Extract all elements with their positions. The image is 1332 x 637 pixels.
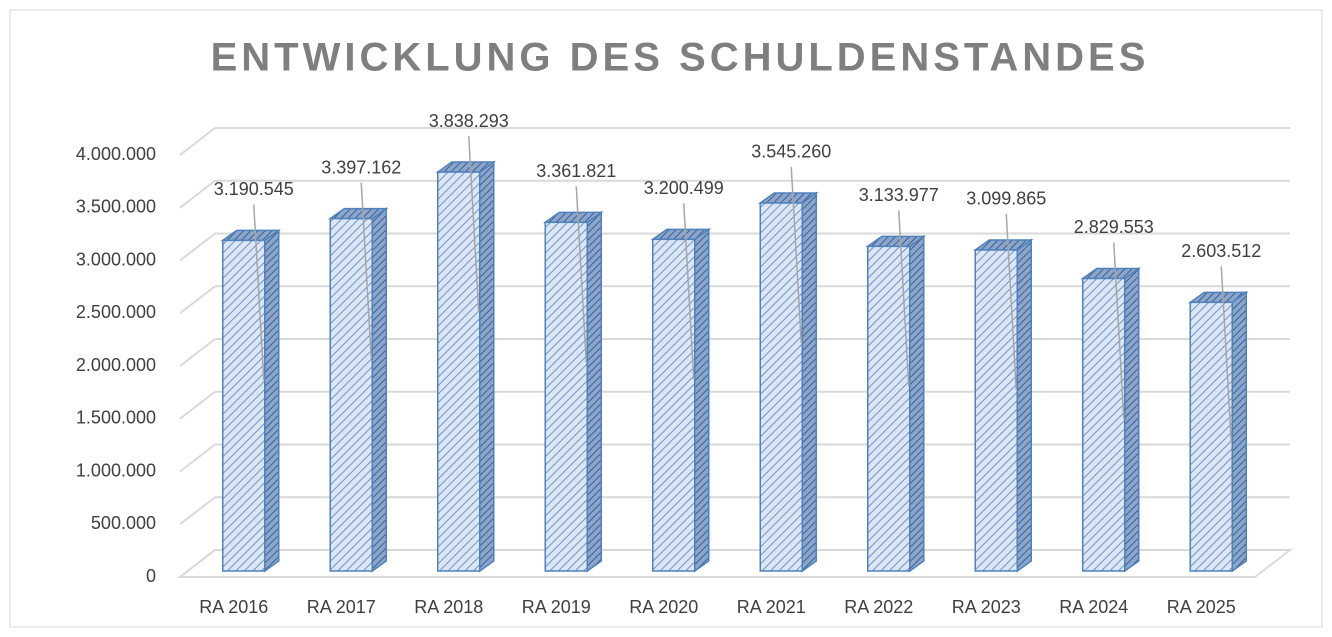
leader-line [790, 166, 802, 344]
value-label: 3.133.977 [859, 185, 939, 205]
bar-side [586, 210, 602, 573]
grid-line-side [179, 285, 216, 315]
grid-line-side [179, 496, 216, 526]
bar [220, 228, 282, 573]
leader-line [253, 204, 265, 381]
grid-line-side [179, 127, 216, 156]
grid-line-side [179, 443, 216, 473]
grid-line-side [179, 390, 216, 420]
x-tick-label: RA 2023 [952, 597, 1021, 617]
bar-side [1124, 267, 1140, 573]
bar-side [1231, 290, 1247, 573]
grid-line-side [179, 232, 216, 262]
grid-line-side [179, 179, 216, 209]
y-tick-label: 2.500.000 [76, 302, 156, 322]
x-tick-label: RA 2017 [307, 597, 376, 617]
y-tick-label: 0 [146, 566, 156, 586]
value-label: 2.603.512 [1181, 241, 1261, 261]
bar-side [371, 207, 387, 573]
value-label: 3.397.162 [321, 157, 401, 177]
bar-front [437, 171, 481, 572]
bar [865, 234, 927, 573]
y-tick-label: 1.000.000 [76, 460, 156, 480]
leader-line [468, 136, 480, 313]
leader-line [1005, 213, 1017, 391]
value-label: 3.200.499 [644, 178, 724, 198]
chart-title: ENTWICKLUNG DES SCHULDENSTANDES [211, 36, 1150, 80]
bar [327, 207, 389, 573]
x-tick-label: RA 2021 [737, 597, 806, 617]
floor [177, 549, 1293, 578]
bar-front [544, 221, 588, 572]
bar [435, 160, 497, 573]
x-tick-label: RA 2024 [1059, 597, 1128, 617]
bar-front [222, 239, 266, 572]
bar-front [867, 245, 911, 572]
y-tick-label: 3.000.000 [76, 249, 156, 269]
y-tick-label: 2.000.000 [76, 355, 156, 375]
bar-front [974, 249, 1018, 572]
bar-front [329, 217, 373, 572]
bar-side [694, 227, 710, 573]
bar [757, 191, 819, 573]
bar-side [909, 234, 925, 573]
value-label: 3.190.545 [214, 179, 294, 199]
bar-front [1082, 277, 1126, 572]
y-tick-label: 1.500.000 [76, 408, 156, 428]
y-tick-label: 500.000 [91, 513, 156, 533]
leader-line [683, 203, 695, 380]
bar-side [801, 191, 817, 573]
bar [1080, 267, 1142, 573]
value-label: 3.838.293 [429, 111, 509, 131]
x-tick-label: RA 2018 [414, 597, 483, 617]
leader-line [360, 182, 372, 359]
value-label: 2.829.553 [1074, 217, 1154, 237]
value-label: 3.545.260 [751, 142, 831, 162]
x-tick-label: RA 2025 [1167, 597, 1236, 617]
x-tick-label: RA 2019 [522, 597, 591, 617]
leader-line [575, 186, 587, 363]
value-label: 3.361.821 [536, 161, 616, 181]
y-tick-label: 3.500.000 [76, 197, 156, 217]
bar [542, 210, 604, 573]
leader-line [1220, 266, 1232, 443]
bar [650, 227, 712, 573]
x-tick-label: RA 2022 [844, 597, 913, 617]
bar-front [759, 202, 803, 572]
x-tick-label: RA 2016 [199, 597, 268, 617]
value-label: 3.099.865 [966, 189, 1046, 209]
leader-line [1113, 242, 1125, 419]
bar-side [1016, 238, 1032, 573]
bar-side [479, 160, 495, 573]
y-tick-label: 4.000.000 [76, 144, 156, 164]
bar-side [264, 228, 280, 573]
grid-line-side [179, 338, 216, 367]
bar-front [652, 238, 696, 572]
x-tick-label: RA 2020 [629, 597, 698, 617]
bar [972, 238, 1034, 573]
leader-line [898, 210, 910, 387]
bar [1187, 290, 1249, 573]
